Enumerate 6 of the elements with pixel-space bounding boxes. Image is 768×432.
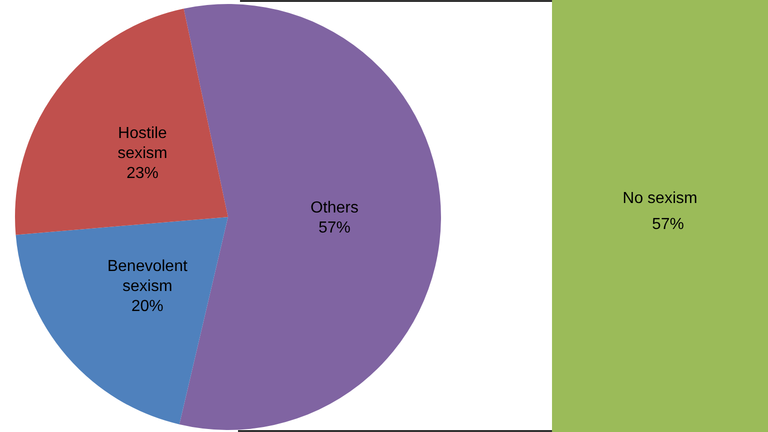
data-label: 23% — [126, 164, 159, 182]
slice-label: Benevolent sexism — [107, 258, 188, 295]
slice-label: Hostile sexism — [118, 124, 168, 162]
data-label: 20% — [131, 298, 164, 315]
category-label: No sexism — [622, 189, 698, 209]
data-label: 57% — [650, 215, 684, 235]
